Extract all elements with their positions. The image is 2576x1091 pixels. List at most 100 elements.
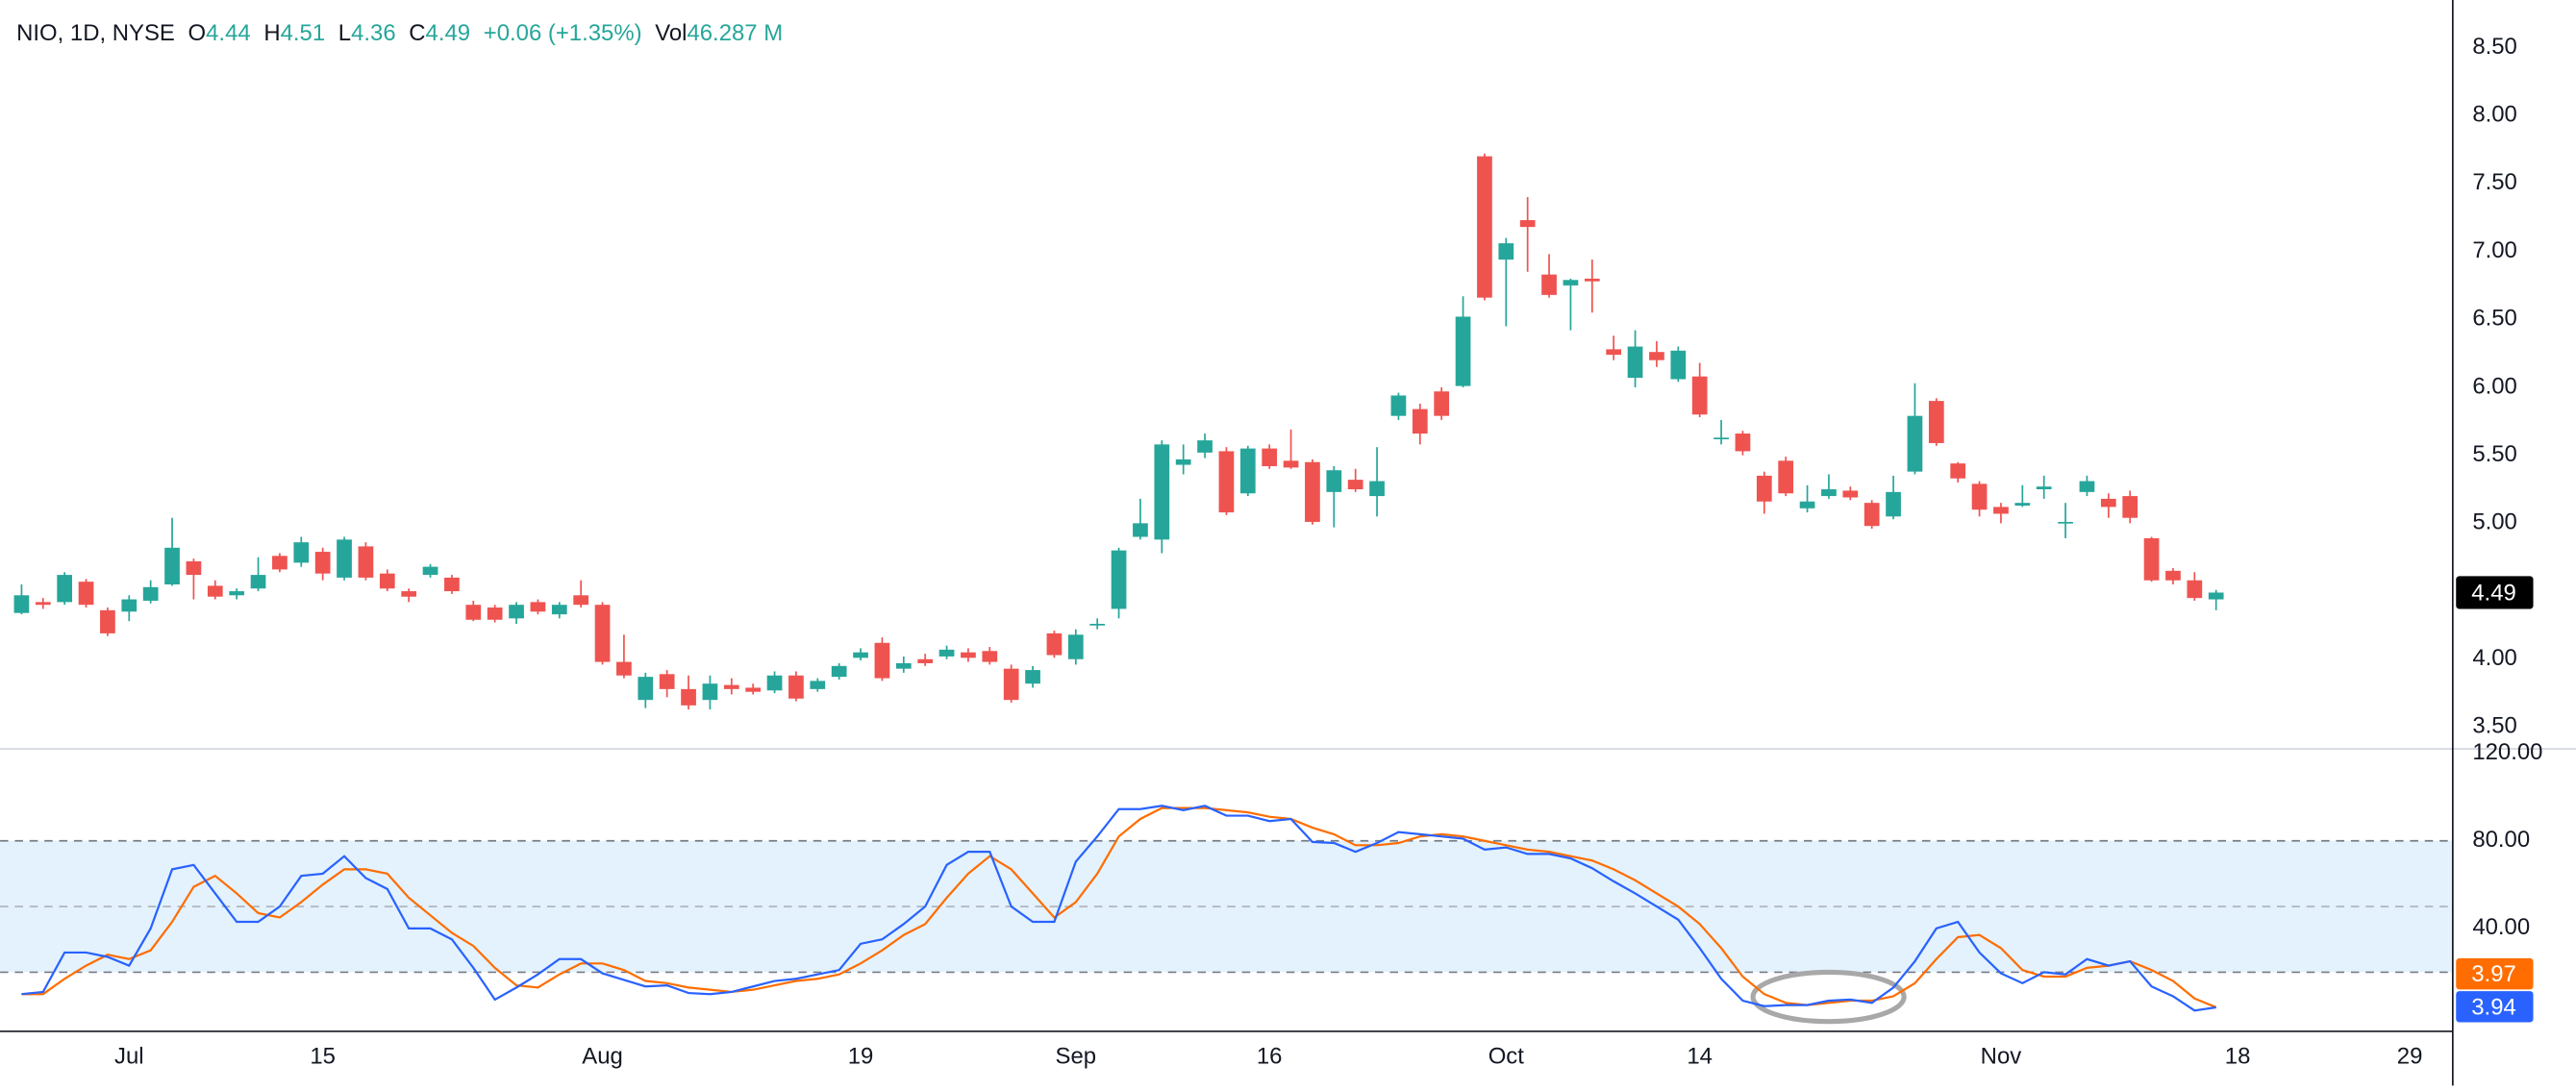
candle-body xyxy=(810,681,826,689)
candle-body xyxy=(229,591,245,596)
candle-body xyxy=(1305,461,1320,522)
ohlc-label: L xyxy=(338,20,351,46)
candle-body xyxy=(487,607,503,620)
candle-body xyxy=(1541,274,1557,295)
y-tick-label: 80.00 xyxy=(2472,827,2530,853)
candle-body xyxy=(1928,401,1944,443)
x-tick-label: Jul xyxy=(114,1044,144,1070)
candle-body xyxy=(2208,592,2224,600)
stoch-line xyxy=(21,805,2216,1012)
candle-body xyxy=(1649,352,1664,360)
candle-body xyxy=(853,652,868,658)
x-tick-label: 19 xyxy=(848,1044,874,1070)
candle-body xyxy=(1283,460,1299,468)
candle-body xyxy=(616,661,632,676)
candle-body xyxy=(1111,550,1127,609)
candle-body xyxy=(121,599,138,612)
candle-body xyxy=(2187,580,2203,599)
candle-body xyxy=(831,665,847,678)
candle-body xyxy=(1993,507,2009,514)
candle-body xyxy=(401,591,417,597)
candle-body xyxy=(1799,501,1815,508)
candle-body xyxy=(1434,391,1450,416)
candle-body xyxy=(1239,448,1256,494)
candle-body xyxy=(1369,481,1385,497)
ohlc-value: 4.51 xyxy=(281,20,326,46)
candle-body xyxy=(13,595,30,613)
candle-body xyxy=(530,602,546,612)
candle-body xyxy=(1498,243,1514,260)
volume-value: 46.287 M xyxy=(687,20,783,46)
y-tick-label: 120.00 xyxy=(2472,739,2542,765)
x-tick-label: 15 xyxy=(310,1044,336,1070)
change: +0.06 (+1.35%) xyxy=(484,20,642,46)
candle-body xyxy=(1691,376,1708,415)
candle-body xyxy=(1025,670,1040,684)
candle-body xyxy=(2165,570,2181,581)
candle-body xyxy=(702,683,718,701)
candle-body xyxy=(164,547,180,584)
value-tag xyxy=(2456,991,2534,1023)
candle-body xyxy=(207,585,223,597)
y-tick-label: 7.00 xyxy=(2472,237,2517,263)
candle-body xyxy=(1154,444,1170,540)
highlight-ellipse xyxy=(1750,969,1907,1025)
candle-body xyxy=(594,605,611,662)
symbol: NIO, 1D, NYSE xyxy=(16,20,175,46)
ohlc-label: H xyxy=(263,20,280,46)
y-tick-label: 6.00 xyxy=(2472,373,2517,399)
ohlc-value: 4.44 xyxy=(206,20,251,46)
candle-body xyxy=(1563,280,1579,285)
candle-body xyxy=(35,602,51,606)
y-tick-label: 5.00 xyxy=(2472,509,2517,535)
candle-body xyxy=(1735,434,1751,452)
candle-body xyxy=(1089,623,1106,626)
candle-body xyxy=(272,556,288,570)
candle-body xyxy=(1326,470,1342,492)
candle-body xyxy=(57,575,73,603)
candle-body xyxy=(1519,220,1536,228)
last-price-label: 4.49 xyxy=(2471,580,2516,606)
candle-body xyxy=(1477,156,1492,298)
candle-body xyxy=(1067,634,1084,659)
value-tag xyxy=(2456,957,2534,990)
candle-body xyxy=(1606,349,1622,356)
candle-body xyxy=(358,546,374,578)
candle-body xyxy=(78,582,94,606)
candle-body xyxy=(766,675,783,691)
value-tag-label: 3.97 xyxy=(2471,961,2516,987)
candle-body xyxy=(681,688,696,706)
volume-label: Vol xyxy=(655,20,687,46)
candle-body xyxy=(1412,409,1428,434)
candle-body xyxy=(2122,496,2138,518)
stoch-line xyxy=(21,806,2217,1008)
candle-body xyxy=(1907,415,1923,472)
candle-body xyxy=(1971,484,1988,510)
candle-body xyxy=(186,560,202,576)
candle-body xyxy=(1175,459,1191,465)
candle-body xyxy=(2014,503,2031,506)
candle-body xyxy=(745,687,762,692)
candle-body xyxy=(100,609,115,633)
candle-body xyxy=(982,651,998,662)
candle-body xyxy=(1886,491,1901,517)
candle-body xyxy=(250,575,266,589)
candle-body xyxy=(638,677,654,701)
candle-body xyxy=(1670,350,1687,380)
candle-body xyxy=(1584,278,1600,282)
candle-body xyxy=(1197,440,1213,453)
y-tick-label: 7.50 xyxy=(2472,169,2517,195)
candle-body xyxy=(573,595,589,606)
candle-body xyxy=(1713,437,1729,439)
ohlc-value: 4.49 xyxy=(426,20,471,46)
value-tag-label: 3.94 xyxy=(2471,994,2516,1020)
candle-body xyxy=(723,684,739,689)
candle-body xyxy=(2143,537,2160,581)
candle-body xyxy=(659,674,675,689)
candle-body xyxy=(444,577,460,592)
x-tick-label: Oct xyxy=(1488,1044,1525,1070)
candle-body xyxy=(1627,346,1643,379)
candle-body xyxy=(465,605,482,620)
candle-body xyxy=(314,552,331,574)
candle-body xyxy=(1950,463,1966,479)
